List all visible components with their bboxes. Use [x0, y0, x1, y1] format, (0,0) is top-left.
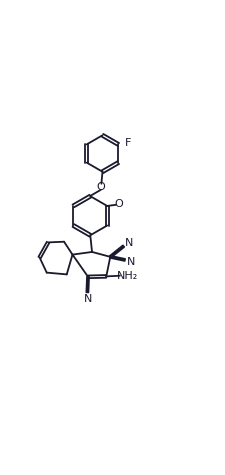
Text: O: O — [96, 182, 105, 192]
Text: N: N — [83, 294, 92, 304]
Text: O: O — [115, 199, 124, 209]
Text: N: N — [126, 257, 135, 267]
Text: N: N — [125, 238, 134, 248]
Text: NH₂: NH₂ — [117, 271, 138, 281]
Text: F: F — [124, 138, 131, 148]
